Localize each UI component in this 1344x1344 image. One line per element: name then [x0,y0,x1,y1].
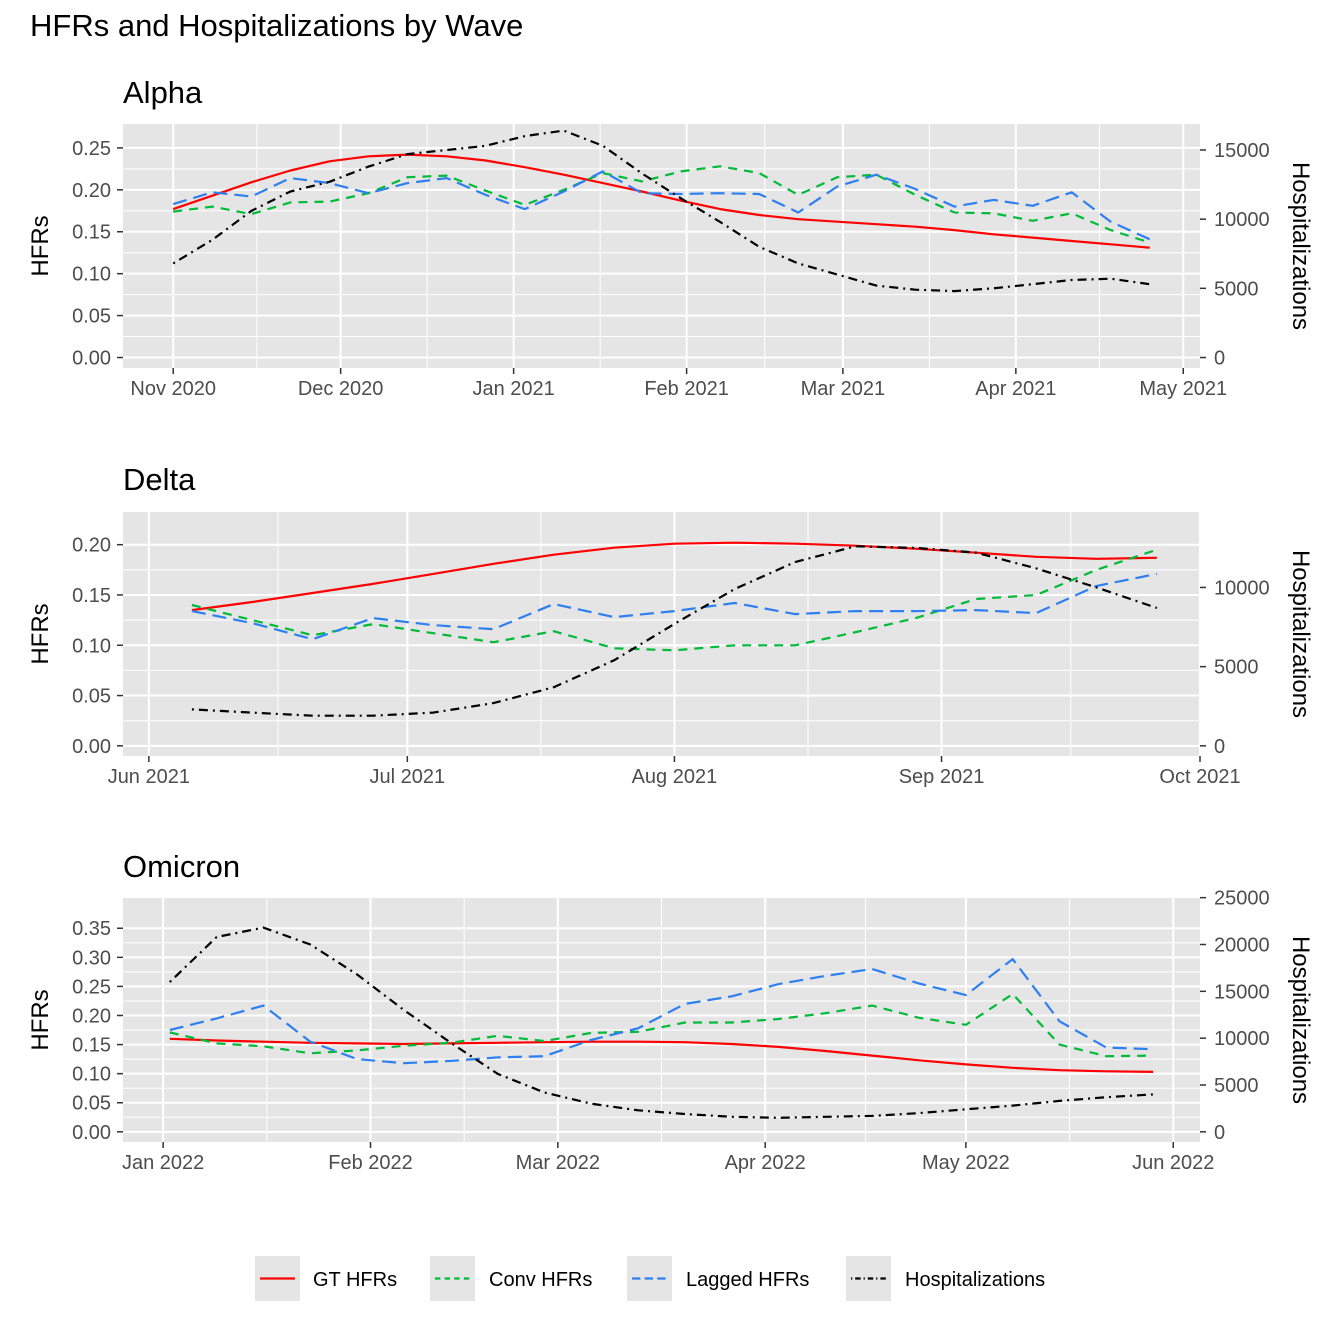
legend-label: Lagged HFRs [686,1269,809,1291]
y-tick-label: 0.00 [72,348,111,370]
y-tick-label: 0.20 [72,180,111,202]
y-tick-label: 0.25 [72,976,111,998]
y-tick-label: 0.15 [72,585,111,607]
y2-tick-label: 20000 [1214,934,1270,956]
y-tick-label: 0.10 [72,635,111,657]
x-tick-label: May 2021 [1139,378,1227,400]
y-tick-label: 0.30 [72,947,111,969]
series-line-hospitalizations [169,926,1154,1119]
legend-label: Hospitalizations [905,1269,1045,1291]
x-tick-label: Jun 2022 [1132,1152,1214,1174]
y2-tick-label: 0 [1214,1122,1225,1144]
y2-tick-label: 10000 [1214,577,1270,599]
y-tick-label: 0.20 [72,1005,111,1027]
y2-tick-label: 10000 [1214,1028,1270,1050]
y2-tick-label: 0 [1214,736,1225,758]
y2-tick-label: 15000 [1214,140,1270,162]
y-tick-label: 0.05 [72,306,111,328]
x-tick-label: Jan 2022 [122,1152,204,1174]
legend: GT HFRs Conv HFRs Lagged HFRs Hospitalizati… [255,1256,1045,1301]
figure-title: HFRs and Hospitalizations by Wave [30,8,524,43]
x-tick-label: Feb 2022 [328,1152,413,1174]
series-line-lagged-hfrs [191,572,1158,641]
series-line-conv-hfrs [169,992,1154,1058]
y-tick-label: 0.05 [72,1093,111,1115]
series-line-conv-hfrs [173,165,1151,244]
y-axis-title: HFRs [27,989,54,1050]
x-tick-label: Mar 2021 [801,378,886,400]
x-tick-label: Mar 2022 [516,1152,601,1174]
series-line-gt-hfrs [172,153,1150,249]
x-tick-label: Nov 2020 [130,378,216,400]
series-line-gt-hfrs [169,1037,1154,1073]
x-tick-label: Apr 2021 [975,378,1056,400]
chart-panel-delta: Delta 0.00 0.05 0.10 0.15 0.20 Jun 2021 Jul 202… [27,462,1314,788]
y2-axis-title: Hospitalizations [1287,162,1314,330]
y2-axis-title: Hospitalizations [1287,550,1314,718]
panel-background [123,512,1200,756]
panel-background [123,124,1200,368]
x-tick-label: Jul 2021 [370,766,446,788]
y-axis-title: HFRs [27,603,54,664]
panel-title: Omicron [123,849,240,884]
x-tick-label: Aug 2021 [632,766,718,788]
series-line-lagged-hfrs [169,957,1154,1065]
y-tick-label: 0.20 [72,535,111,557]
y-axis-title: HFRs [27,215,54,276]
x-tick-label: Feb 2021 [644,378,729,400]
series-line-hospitalizations [172,129,1150,293]
y-tick-label: 0.00 [72,1122,111,1144]
y-tick-label: 0.10 [72,264,111,286]
series-line-conv-hfrs [191,548,1158,652]
panel-title: Alpha [123,75,203,110]
y-tick-label: 0.35 [72,918,111,940]
chart-panel-alpha: Alpha 0.00 0.05 0.10 0.15 0.20 0.25 Nov 2020 Dec… [27,75,1314,400]
series-line-hospitalizations [191,545,1158,717]
chart-panel-omicron: Omicron 0.00 0.05 0.10 0.15 0.20 0.25 0.30 0.35 J… [27,849,1314,1174]
y2-tick-label: 5000 [1214,1075,1259,1097]
x-tick-label: Sep 2021 [899,766,985,788]
x-tick-label: Dec 2020 [298,378,384,400]
panel-title: Delta [123,462,196,497]
y-tick-label: 0.10 [72,1064,111,1086]
x-tick-label: Jun 2021 [108,766,190,788]
y2-tick-label: 10000 [1214,209,1270,231]
x-tick-label: Jan 2021 [472,378,554,400]
y-tick-label: 0.15 [72,222,111,244]
series-line-gt-hfrs [191,541,1157,612]
y-tick-label: 0.25 [72,138,111,160]
x-tick-label: May 2022 [922,1152,1010,1174]
x-tick-label: Apr 2022 [725,1152,806,1174]
y-tick-label: 0.05 [72,686,111,708]
y2-tick-label: 0 [1214,348,1225,370]
x-tick-label: Oct 2021 [1159,766,1240,788]
y2-tick-label: 5000 [1214,278,1259,300]
legend-label: GT HFRs [313,1269,397,1291]
y-tick-label: 0.15 [72,1035,111,1057]
y2-tick-label: 15000 [1214,981,1270,1003]
y2-tick-label: 25000 [1214,888,1270,910]
y2-tick-label: 5000 [1214,657,1259,679]
y2-axis-title: Hospitalizations [1287,936,1314,1104]
y-tick-label: 0.00 [72,736,111,758]
legend-label: Conv HFRs [489,1269,592,1291]
series-line-lagged-hfrs [172,170,1151,241]
